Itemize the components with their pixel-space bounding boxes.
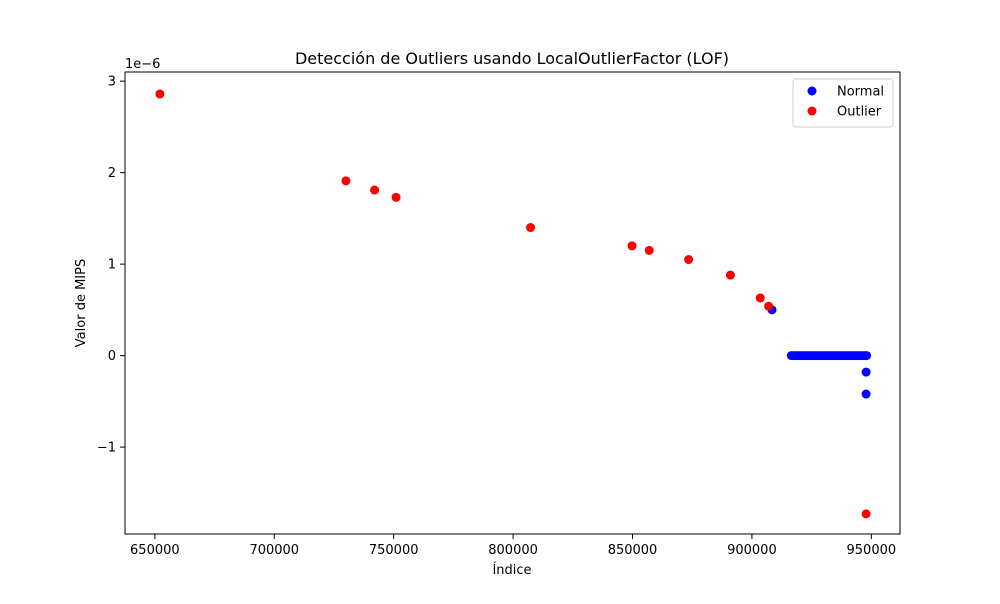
y-tick-label: 1 — [108, 258, 116, 273]
legend-label-normal: Normal — [837, 85, 884, 100]
y-axis-label: Valor de MIPS — [74, 259, 89, 347]
outlier-point — [370, 185, 380, 195]
outlier-point — [684, 255, 694, 265]
y-tick-label: 2 — [108, 166, 116, 181]
x-tick-label: 750000 — [369, 543, 419, 558]
y-tick-label: −1 — [97, 441, 116, 456]
axis-ticks: 650000 700000 750000 800000 850000 900000 9500… — [97, 75, 896, 558]
legend-box — [792, 78, 894, 128]
x-tick-label: 850000 — [608, 543, 658, 558]
x-tick-label: 900000 — [727, 543, 777, 558]
x-axis-label: Índice — [492, 562, 531, 578]
outlier-point — [526, 223, 536, 233]
y-axis-offset-label: 1e−6 — [125, 57, 160, 72]
normal-point — [861, 367, 871, 377]
legend-marker-outlier — [807, 106, 817, 116]
y-tick-label: 3 — [108, 75, 116, 90]
x-tick-label: 700000 — [249, 543, 299, 558]
y-tick-label: 0 — [108, 349, 116, 364]
outlier-point — [391, 192, 401, 202]
legend-marker-normal — [807, 86, 817, 96]
chart-title: Detección de Outliers usando LocalOutlie… — [295, 49, 729, 68]
outlier-point — [725, 270, 735, 280]
plot-frame — [124, 71, 901, 535]
outlier-point — [627, 241, 637, 251]
outlier-point — [861, 509, 871, 519]
x-tick-label: 800000 — [488, 543, 538, 558]
outlier-point — [644, 245, 654, 255]
normal-point — [862, 351, 872, 361]
outlier-point — [341, 176, 351, 186]
legend: Normal Outlier — [792, 78, 894, 128]
x-tick-label: 950000 — [847, 543, 897, 558]
outlier-point — [764, 301, 774, 311]
outlier-point — [755, 293, 765, 303]
legend-label-outlier: Outlier — [837, 105, 882, 120]
x-tick-label: 650000 — [130, 543, 180, 558]
scatter-points — [155, 89, 872, 519]
outlier-point — [155, 89, 165, 99]
normal-point — [861, 389, 871, 399]
